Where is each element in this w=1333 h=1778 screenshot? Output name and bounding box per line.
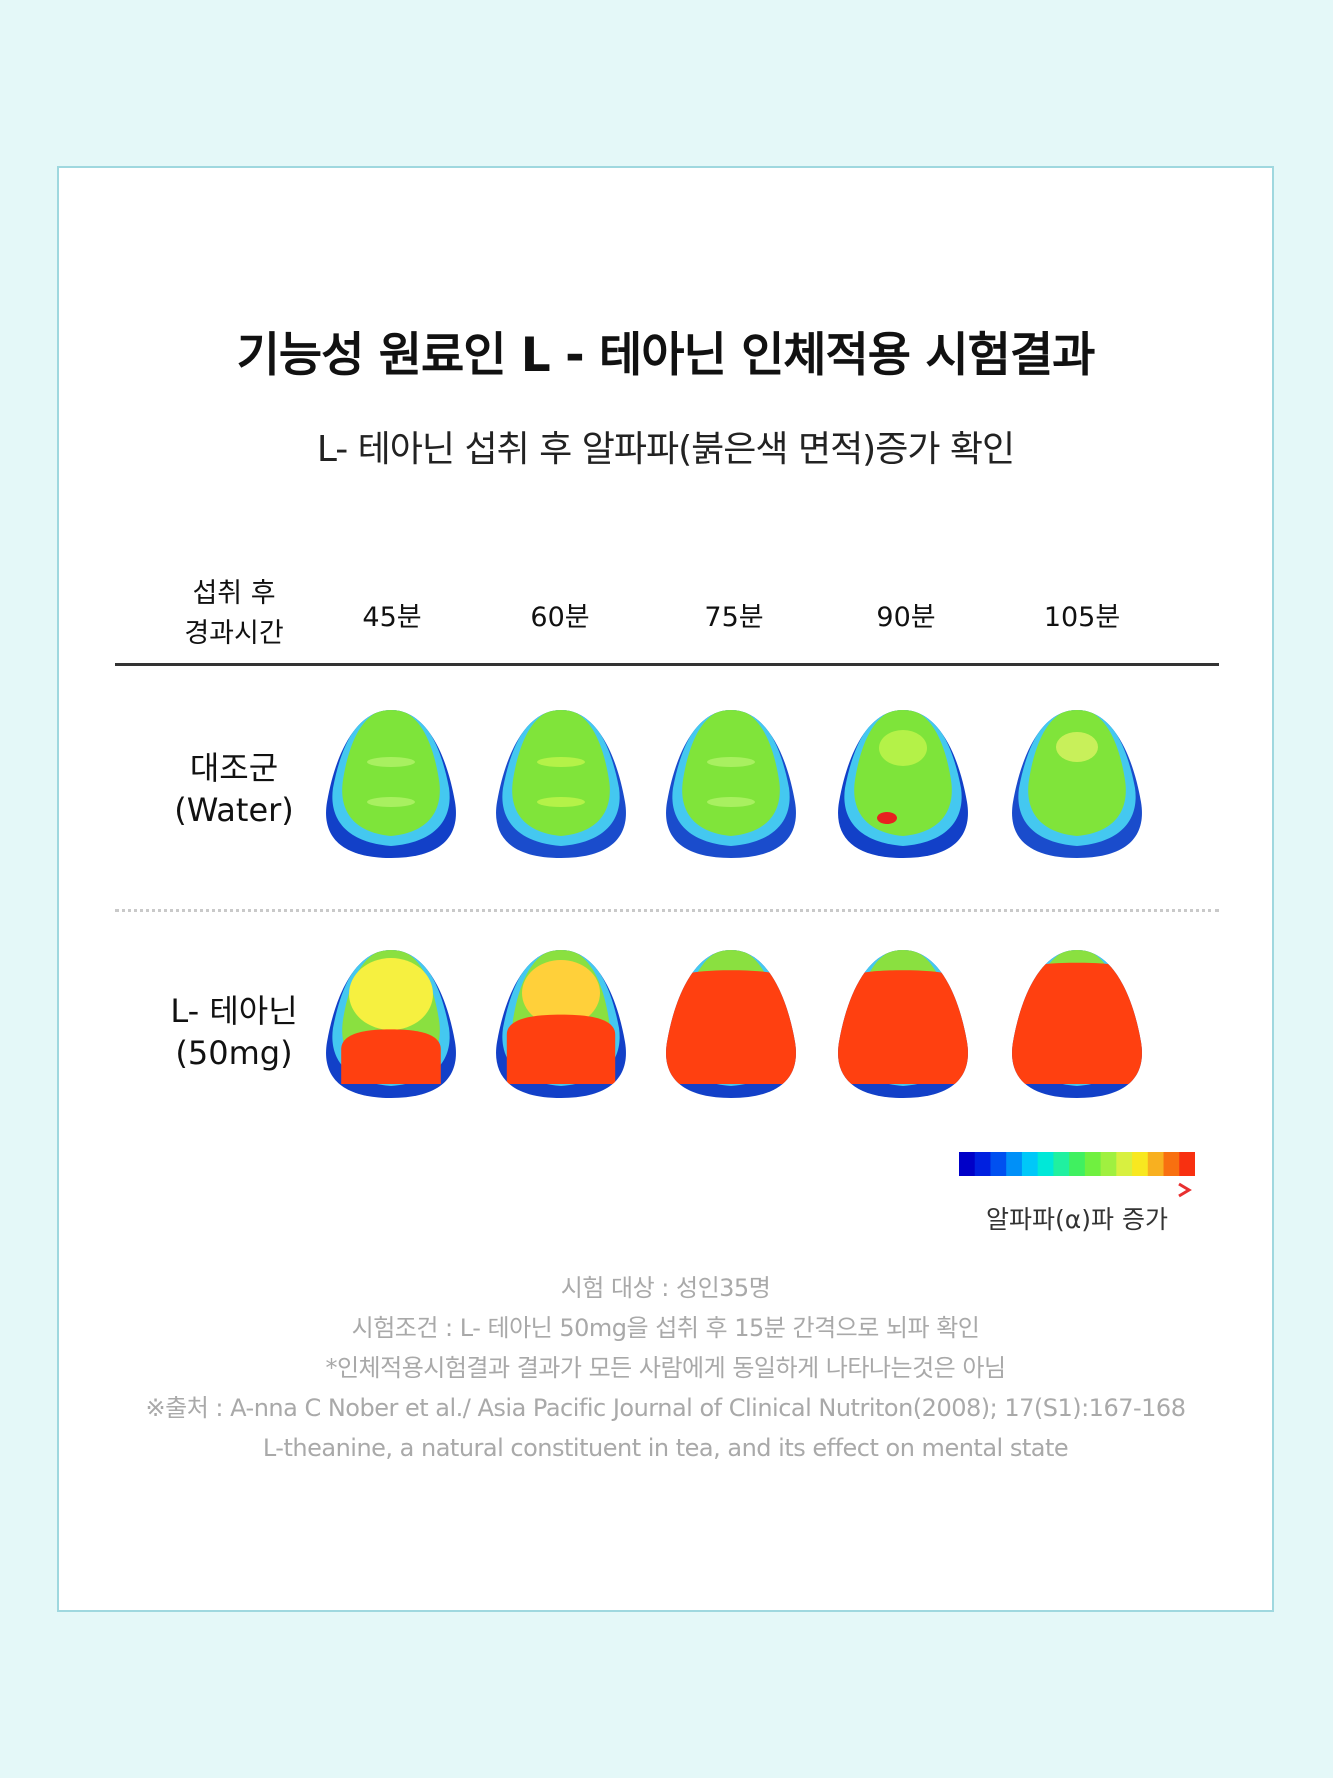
color-scale-step [1021,1152,1039,1176]
row-label-theanine: L- 테아닌 (50mg) [139,990,329,1074]
red-region [877,812,897,824]
brain-map-control-60분 [491,706,631,862]
color-scale-step [1053,1152,1070,1176]
brain-map-control-45분 [321,706,461,862]
red-region [666,970,796,1084]
band-region [537,797,585,807]
note-disclaimer: *인체적용시험결과 결과가 모든 사람에게 동일하게 나타나는것은 아님 [325,1354,1006,1382]
brain-map-control-75분 [661,706,801,862]
color-scale-step [1132,1152,1149,1176]
note-subjects: 시험 대상 : 성인35명 [560,1274,771,1302]
time-header-45: 45분 [362,601,422,633]
color-scale-step [974,1152,991,1176]
color-scale-step [1163,1152,1180,1176]
color-scale-step [990,1152,1007,1176]
band-region [537,757,585,767]
yellow-region [522,960,600,1026]
color-scale-svg [959,1152,1195,1176]
brain-map-theanine-90분 [833,946,973,1102]
brain-map-theanine-75분 [661,946,801,1102]
note-source-title: L-theanine, a natural constituent in tea… [262,1434,1069,1462]
time-header-60: 60분 [530,601,590,633]
study-notes: 시험 대상 : 성인35명 시험조건 : L- 테아닌 50mg을 섭취 후 1… [59,1268,1272,1468]
brain-map-control-105분 [1007,706,1147,862]
note-source: ※출처 : A-nna C Nober et al./ Asia Pacific… [145,1394,1186,1422]
band-region [367,797,415,807]
color-scale-step [1006,1152,1023,1176]
color-scale-step [1116,1152,1133,1176]
color-scale-step [1147,1152,1165,1176]
brain-map-control-90분 [833,706,973,862]
header-divider [115,663,1219,666]
page-subtitle: L- 테아닌 섭취 후 알파파(붉은색 면적)증가 확인 [316,429,1015,470]
band-region [707,797,755,807]
row-label-control-line1: 대조군 [189,749,279,787]
row-divider [115,909,1219,912]
time-header-105: 105분 [1043,601,1121,633]
row-label-control: 대조군 (Water) [139,747,329,831]
color-scale-step [1100,1152,1117,1176]
legend-label: 알파파(α)파 증가 [986,1205,1168,1234]
brain-map-theanine-60분 [491,946,631,1102]
note-conditions: 시험조건 : L- 테아닌 50mg을 섭취 후 15분 간격으로 뇌파 확인 [351,1314,980,1342]
red-region [1012,962,1142,1084]
band-region [367,757,415,767]
brain-map-theanine-45분 [321,946,461,1102]
color-scale-bar [959,1152,1195,1176]
color-scale-step [1037,1152,1054,1176]
color-scale-step [1179,1152,1195,1176]
red-region [838,970,968,1084]
row-label-theanine-line1: L- 테아닌 [170,992,298,1030]
elapsed-time-label-line1: 섭취 후 [192,578,276,609]
band-region [707,757,755,767]
color-scale-step [1084,1152,1102,1176]
yellow-region [349,958,433,1030]
color-scale-step [959,1152,976,1176]
yellow-region [1056,732,1098,762]
elapsed-time-header: 섭취 후 경과시간 [139,574,329,654]
row-label-control-line2: (Water) [174,791,294,829]
increase-arrow [959,1182,1199,1198]
row-label-theanine-line2: (50mg) [175,1034,293,1072]
time-header-75: 75분 [704,601,764,633]
yellow-region [879,730,927,766]
time-header-90: 90분 [876,601,936,633]
page-title: 기능성 원료인 L - 테아닌 인체적용 시험결과 [236,328,1096,383]
brain-map-theanine-105분 [1007,946,1147,1102]
red-region [341,1029,441,1084]
red-region [506,1014,616,1084]
elapsed-time-label-line2: 경과시간 [184,618,284,649]
results-card: 기능성 원료인 L - 테아닌 인체적용 시험결과 L- 테아닌 섭취 후 알파… [57,166,1274,1612]
color-scale-step [1069,1152,1086,1176]
